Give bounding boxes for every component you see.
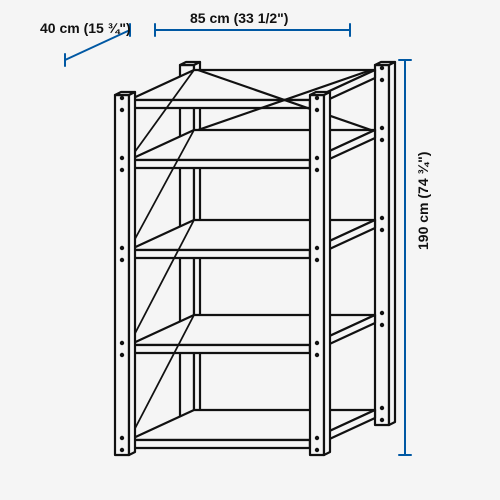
- shelving-diagram: [0, 0, 500, 500]
- diagram-stage: 40 cm (15 ¾") 85 cm (33 1/2") 190 cm (74…: [0, 0, 500, 500]
- dimension-label-width: 85 cm (33 1/2"): [190, 10, 288, 26]
- dimension-label-height: 190 cm (74 ¾"): [415, 152, 431, 250]
- dimension-label-depth: 40 cm (15 ¾"): [40, 20, 131, 36]
